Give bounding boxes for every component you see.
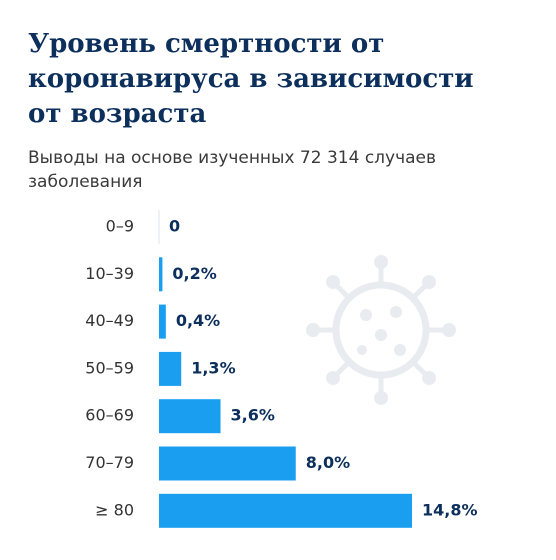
bar [159,257,163,292]
bar [159,493,412,528]
category-label: 60–69 [85,406,134,425]
value-label: 1,3% [191,358,235,377]
category-label: 70–79 [85,453,134,472]
chart-subtitle: Выводы на основе изученных 72 314 случае… [28,148,436,168]
bar [159,399,221,434]
chart-subtitle: заболевания [28,172,143,192]
virus-icon [306,255,456,405]
bar [159,446,296,481]
chart-title: от возраста [28,99,206,129]
chart-title: коронавируса в зависимости [28,64,474,94]
category-label: 10–39 [85,264,134,283]
value-label: 0 [169,217,180,236]
value-label: 0,2% [172,264,216,283]
value-label: 3,6% [231,406,275,425]
value-label: 8,0% [306,453,350,472]
bar [159,304,166,339]
chart-title: Уровень смертности от [28,29,384,59]
category-label: 40–49 [85,311,134,330]
category-label: 50–59 [85,358,134,377]
value-label: 0,4% [176,311,220,330]
bar [159,351,182,386]
category-label: 0–9 [106,217,134,236]
value-label: 14,8% [422,500,478,519]
category-label: ≥ 80 [95,500,134,519]
